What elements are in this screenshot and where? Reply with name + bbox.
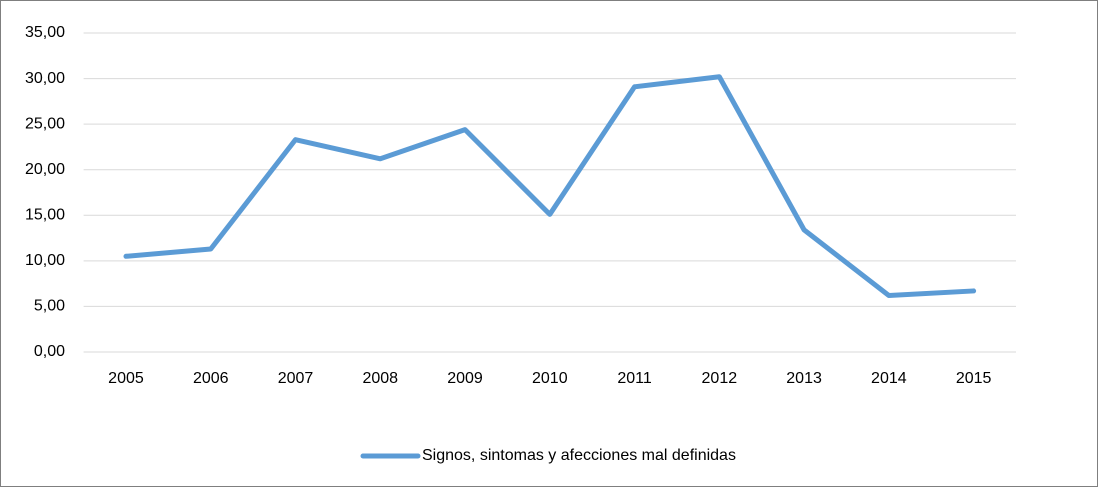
y-tick-label: 25,00 xyxy=(25,115,65,132)
x-tick-label: 2005 xyxy=(108,370,144,387)
x-tick-label: 2012 xyxy=(702,370,738,387)
x-tick-label: 2007 xyxy=(278,370,314,387)
y-tick-label: 10,00 xyxy=(25,252,65,269)
x-tick-label: 2008 xyxy=(362,370,398,387)
legend-label: Signos, sintomas y afecciones mal defini… xyxy=(422,447,736,464)
x-tick-label: 2015 xyxy=(956,370,992,387)
data-line xyxy=(123,74,977,298)
y-tick-label: 30,00 xyxy=(25,70,65,87)
y-tick-label: 20,00 xyxy=(25,161,65,178)
y-tick-label: 15,00 xyxy=(25,207,65,224)
x-tick-label: 2014 xyxy=(871,370,907,387)
x-tick-label: 2013 xyxy=(786,370,822,387)
y-tick-label: 35,00 xyxy=(25,24,65,41)
y-tick-label: 5,00 xyxy=(34,298,65,315)
y-tick-label: 0,00 xyxy=(34,343,65,360)
x-tick-label: 2006 xyxy=(193,370,229,387)
x-tick-label: 2009 xyxy=(447,370,483,387)
x-tick-label: 2011 xyxy=(617,370,652,387)
x-tick-label: 2010 xyxy=(532,370,568,387)
